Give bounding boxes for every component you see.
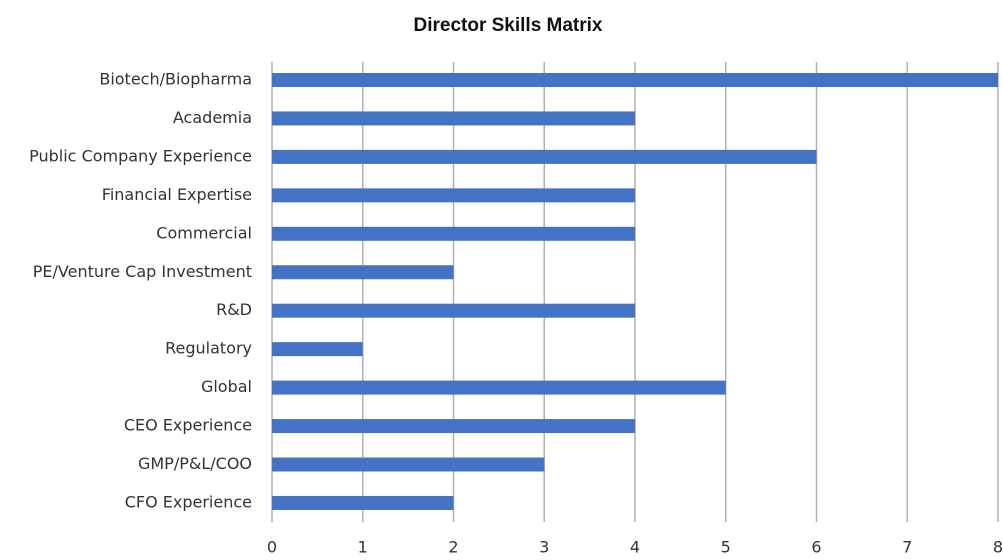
x-tick-label: 2 [448,538,458,557]
bar [272,419,635,434]
bar [272,149,817,164]
bar [272,303,635,318]
bar [272,188,635,203]
chart-title: Director Skills Matrix [413,15,602,36]
x-tick-label: 8 [993,538,1003,557]
bar [272,73,998,87]
y-tick-label: Public Company Experience [29,146,252,165]
y-tick-label: CFO Experience [125,492,252,511]
bar [272,111,635,126]
bar [272,265,454,280]
bar [272,457,545,472]
y-tick-label: Academia [173,108,252,127]
y-tick-label: PE/Venture Cap Investment [33,262,252,281]
y-tick-label: Biotech/Biopharma [99,70,252,89]
y-tick-label: Commercial [156,223,252,242]
bar [272,495,454,510]
y-tick-label: Regulatory [165,339,252,358]
x-tick-label: 4 [630,538,640,557]
bar [272,226,635,241]
x-tick-label: 3 [539,538,549,557]
x-tick-label: 0 [267,538,277,557]
y-tick-label: R&D [216,300,252,319]
x-tick-label: 5 [721,538,731,557]
bar [272,380,726,395]
y-tick-label: Global [201,377,252,396]
y-tick-label: Financial Expertise [102,185,252,204]
x-tick-label: 1 [358,538,368,557]
bar [272,342,363,357]
x-tick-label: 7 [902,538,912,557]
y-tick-label: CEO Experience [124,416,252,435]
y-tick-label: GMP/P&L/COO [138,454,252,473]
x-tick-label: 6 [811,538,821,557]
